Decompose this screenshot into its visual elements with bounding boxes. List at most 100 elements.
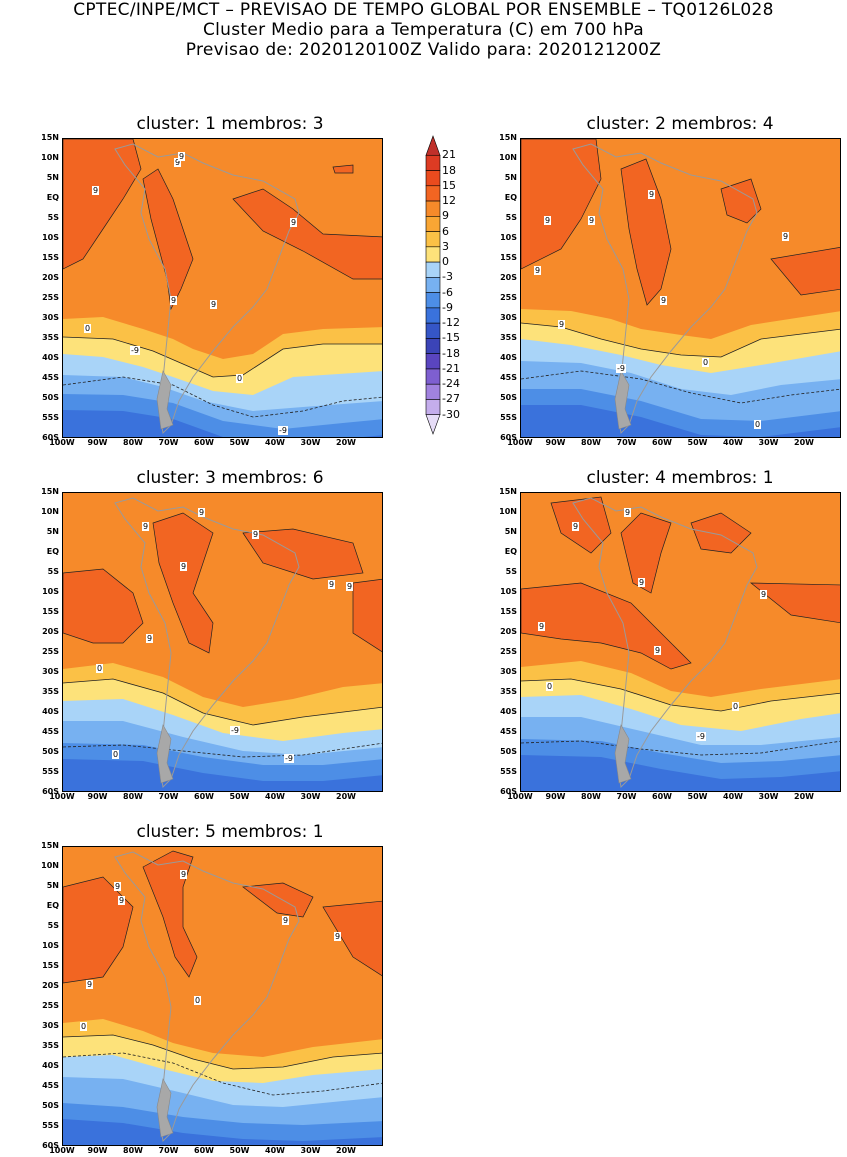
colorbar-swatch [425,399,441,416]
lat-tick-label: 50S [42,393,59,402]
lat-tick-label: 25S [500,293,517,302]
lat-tick-label: 15N [499,487,517,496]
lon-tick-label: 40W [265,438,285,447]
lat-tick-label: 5N [504,527,517,536]
lat-tick-label: 60S [42,433,59,442]
lon-tick-label: 20W [336,1146,356,1155]
lon-tick-label: 80W [123,792,143,801]
temp-band [63,410,382,437]
lon-tick-label: 30W [758,438,779,447]
lon-tick-label: 100W [49,792,75,801]
contour-label: -9 [278,426,288,435]
lat-tick-label: 55S [42,413,59,422]
lat-tick-label: 50S [500,393,517,402]
colorbar-swatch [425,231,441,248]
lat-tick-label: 5N [504,173,517,182]
colorbar-label: 0 [442,255,449,269]
lat-tick-label: 10S [500,233,517,242]
isotherm-0 [63,678,382,726]
lon-tick-label: 40W [265,1146,285,1155]
lon-tick-label: 50W [229,438,250,447]
contour-label: 9 [210,300,218,309]
contour-label: 9 [660,296,668,305]
lon-tick-label: 70W [616,792,637,801]
lat-tick-label: 20S [500,273,517,282]
contour-label: 9 [86,980,94,989]
lon-tick-label: 60W [194,438,214,447]
lon-tick-label: 20W [336,438,356,447]
lat-tick-label: 10S [42,587,59,596]
contour-label: 0 [236,374,244,383]
contour-label: 9 [198,508,206,517]
lat-tick-label: 20S [42,273,59,282]
temp-9-12-region [63,876,134,984]
lon-tick-label: 50W [687,792,708,801]
temp-9-12-region [521,139,602,270]
lon-tick-label: 80W [123,438,143,447]
contour-label: 9 [146,634,154,643]
lat-tick-label: 10N [41,861,59,870]
lat-tick-label: 35S [42,1041,59,1050]
patagonia-islands [614,724,632,784]
lat-tick-label: 15S [500,607,517,616]
contour-label: 9 [92,186,100,195]
contour-label: -9 [616,364,626,373]
lat-tick-label: 5S [47,213,59,222]
lat-tick-label: 35S [500,687,517,696]
lat-tick-label: 40S [500,707,517,716]
lat-tick-label: 55S [42,767,59,776]
colorbar-label: -24 [442,377,460,391]
lat-tick-label: 30S [42,1021,59,1030]
lat-tick-label: EQ [46,901,59,910]
contour-label: 9 [180,562,188,571]
contour-label: 9 [282,916,290,925]
contour-label: 9 [290,218,298,227]
lat-tick-label: 25S [42,1001,59,1010]
lon-tick-label: 100W [507,438,533,447]
contour-label: 9 [544,216,552,225]
isotherm-0 [63,1034,382,1070]
colorbar-label: -21 [442,361,460,375]
contour-label: 0 [96,664,104,673]
lat-tick-label: 35S [500,333,517,342]
lon-tick-label: 60W [194,792,214,801]
lat-tick-label: 40S [42,1061,59,1070]
contour-label: 9 [178,152,186,161]
lat-tick-label: 10S [42,233,59,242]
lat-tick-label: 25S [500,647,517,656]
continent-outline [114,851,300,1143]
header-line-2: Cluster Medio para a Temperatura (C) em … [202,20,645,40]
lat-tick-label: 60S [500,787,517,796]
contour-label: 9 [334,932,342,941]
lon-tick-label: 90W [545,792,566,801]
patagonia-islands [156,724,174,784]
colorbar-swatch [425,154,441,171]
map-canvas [63,493,382,791]
temp-9-12-region [550,496,612,554]
map-canvas [521,493,840,791]
temp-9-12-region [521,582,692,670]
colorbar-swatch [425,383,441,400]
contour-label: 9 [624,508,632,517]
map-canvas [63,139,382,437]
lat-tick-label: EQ [46,193,59,202]
contour-label: 0 [80,1022,88,1031]
lon-tick-label: 70W [158,792,179,801]
lat-tick-label: 15N [499,133,517,142]
lon-tick-label: 30W [300,792,321,801]
lon-tick-label: 80W [581,792,601,801]
lat-tick-label: 50S [42,747,59,756]
lat-tick-label: 40S [500,353,517,362]
lat-tick-label: 15S [42,961,59,970]
temp-band [521,405,840,437]
temp-9-12-region [232,188,382,280]
contour-label: 9 [142,522,150,531]
lon-tick-label: 100W [49,438,75,447]
lat-tick-label: 30S [500,667,517,676]
lon-tick-label: 60W [194,1146,214,1155]
lat-tick-label: 60S [42,787,59,796]
temp-9-12-region [749,582,840,624]
lat-tick-label: 20S [500,627,517,636]
temp-9-12-region [720,178,762,224]
lat-tick-label: 5S [47,567,59,576]
